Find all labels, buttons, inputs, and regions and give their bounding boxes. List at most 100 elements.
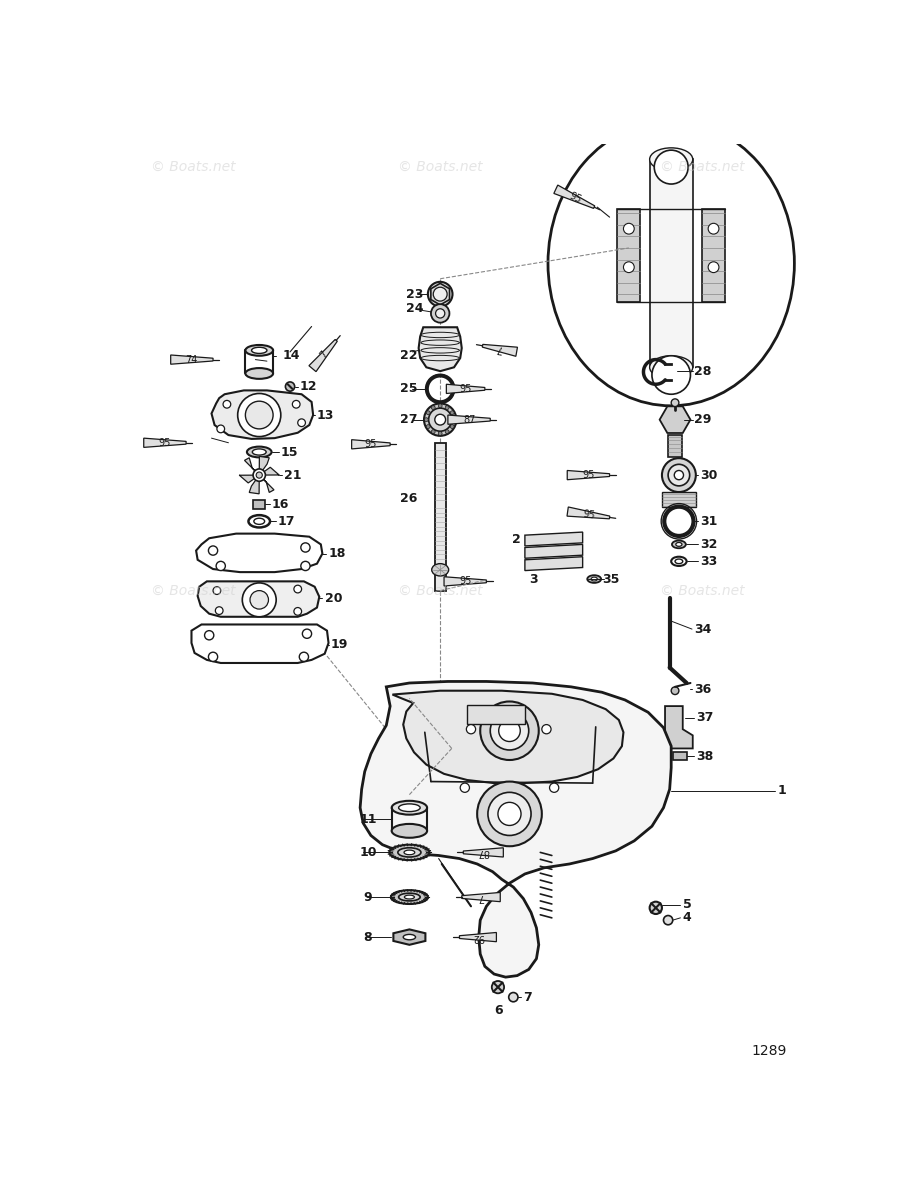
Text: 6: 6 xyxy=(494,1003,503,1016)
Text: 95: 95 xyxy=(582,509,595,521)
Circle shape xyxy=(624,223,634,234)
Text: 32: 32 xyxy=(701,538,718,551)
Ellipse shape xyxy=(398,893,420,901)
Circle shape xyxy=(431,406,435,409)
Ellipse shape xyxy=(587,575,601,583)
Polygon shape xyxy=(360,682,671,977)
Text: 7: 7 xyxy=(523,991,532,1003)
Text: 25: 25 xyxy=(400,383,418,395)
Circle shape xyxy=(215,607,224,614)
Text: © Boats.net: © Boats.net xyxy=(398,160,483,174)
Circle shape xyxy=(243,583,277,617)
Circle shape xyxy=(492,980,504,994)
Text: 1289: 1289 xyxy=(751,1044,787,1058)
Text: 30: 30 xyxy=(701,468,718,481)
Text: © Boats.net: © Boats.net xyxy=(151,583,236,598)
Ellipse shape xyxy=(649,148,692,170)
Circle shape xyxy=(466,725,475,734)
Polygon shape xyxy=(525,557,583,570)
Circle shape xyxy=(671,686,679,695)
Text: 74: 74 xyxy=(186,355,198,365)
Polygon shape xyxy=(446,384,485,394)
Ellipse shape xyxy=(403,935,416,940)
Polygon shape xyxy=(567,470,609,480)
Circle shape xyxy=(662,458,696,492)
Polygon shape xyxy=(567,506,610,518)
Text: 23: 23 xyxy=(406,288,423,301)
Text: 13: 13 xyxy=(317,408,334,421)
Text: 28: 28 xyxy=(694,365,712,378)
Text: 7: 7 xyxy=(319,349,330,360)
Ellipse shape xyxy=(548,121,794,406)
Text: 95: 95 xyxy=(583,470,594,480)
Ellipse shape xyxy=(421,355,460,361)
Ellipse shape xyxy=(247,446,271,457)
Circle shape xyxy=(294,586,301,593)
Polygon shape xyxy=(462,893,500,901)
Circle shape xyxy=(498,720,520,742)
Bar xyxy=(702,210,725,302)
Circle shape xyxy=(708,223,719,234)
Text: 7: 7 xyxy=(496,343,504,354)
Ellipse shape xyxy=(649,355,692,379)
Text: 10: 10 xyxy=(359,846,376,859)
Circle shape xyxy=(294,607,301,616)
Circle shape xyxy=(674,470,683,480)
Polygon shape xyxy=(309,340,337,372)
Ellipse shape xyxy=(421,332,460,337)
Circle shape xyxy=(460,784,470,792)
Ellipse shape xyxy=(392,800,427,815)
Circle shape xyxy=(480,702,539,760)
Polygon shape xyxy=(170,355,213,365)
Circle shape xyxy=(431,304,450,323)
Circle shape xyxy=(253,469,266,481)
Circle shape xyxy=(708,262,719,272)
Ellipse shape xyxy=(676,542,682,546)
Polygon shape xyxy=(525,532,583,546)
Bar xyxy=(253,499,266,509)
Text: 35: 35 xyxy=(602,572,619,586)
Bar xyxy=(649,160,692,367)
Circle shape xyxy=(438,432,442,436)
Circle shape xyxy=(302,629,311,638)
Text: © Boats.net: © Boats.net xyxy=(151,160,236,174)
Polygon shape xyxy=(393,929,425,944)
Text: 87: 87 xyxy=(477,847,489,857)
Circle shape xyxy=(649,901,662,914)
Polygon shape xyxy=(239,475,259,482)
Circle shape xyxy=(300,653,309,661)
Text: 95: 95 xyxy=(158,438,171,448)
Text: 18: 18 xyxy=(329,547,346,560)
Text: 26: 26 xyxy=(400,492,418,505)
Text: 7: 7 xyxy=(478,892,485,902)
Circle shape xyxy=(451,410,454,415)
Circle shape xyxy=(204,631,213,640)
Polygon shape xyxy=(419,328,462,371)
Circle shape xyxy=(550,784,559,792)
Circle shape xyxy=(668,464,690,486)
Circle shape xyxy=(433,287,447,301)
Text: 19: 19 xyxy=(331,638,348,650)
Text: 11: 11 xyxy=(359,812,376,826)
Text: 14: 14 xyxy=(282,349,300,362)
Circle shape xyxy=(300,562,310,570)
Bar xyxy=(672,752,687,760)
Polygon shape xyxy=(249,475,259,494)
Ellipse shape xyxy=(391,890,428,904)
Circle shape xyxy=(477,781,542,846)
Circle shape xyxy=(508,992,518,1002)
Ellipse shape xyxy=(404,850,415,854)
Circle shape xyxy=(654,150,688,184)
Circle shape xyxy=(426,425,431,428)
Circle shape xyxy=(256,472,262,478)
Text: 15: 15 xyxy=(281,445,299,458)
Circle shape xyxy=(209,653,218,661)
Ellipse shape xyxy=(421,340,460,346)
Circle shape xyxy=(300,542,310,552)
Text: 5: 5 xyxy=(682,899,692,911)
Polygon shape xyxy=(431,283,450,305)
Text: 29: 29 xyxy=(694,413,712,426)
Ellipse shape xyxy=(429,408,452,431)
Text: 95: 95 xyxy=(459,576,472,587)
Polygon shape xyxy=(460,932,496,942)
